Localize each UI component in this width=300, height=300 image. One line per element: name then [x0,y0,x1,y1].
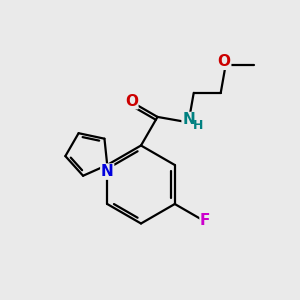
Text: O: O [125,94,138,109]
Text: H: H [193,119,203,133]
Text: O: O [218,54,231,69]
Text: N: N [182,112,195,128]
Text: N: N [101,164,114,179]
Text: F: F [200,213,210,228]
